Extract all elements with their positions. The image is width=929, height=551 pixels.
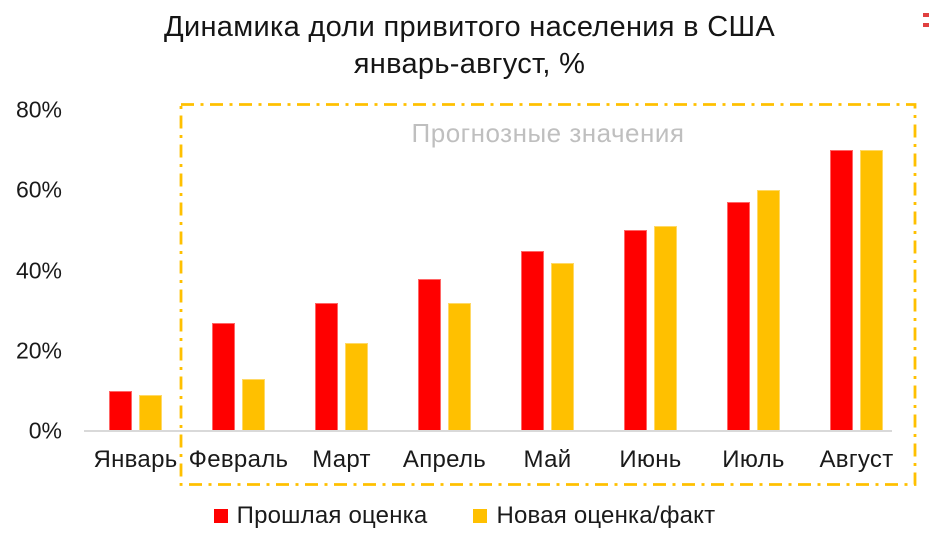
bar-group-Август xyxy=(805,102,908,431)
legend: Прошлая оценка Новая оценка/факт xyxy=(0,501,929,531)
bar-past-estimate-Апрель xyxy=(418,279,441,431)
legend-item-past-estimate: Прошлая оценка xyxy=(213,502,428,530)
x-label-Июль: Июль xyxy=(722,446,785,473)
legend-label-past-estimate: Прошлая оценка xyxy=(236,502,428,529)
bar-group-Июль xyxy=(702,102,805,431)
bar-new-estimate-Апрель xyxy=(448,303,471,431)
bar-past-estimate-Июль xyxy=(727,202,750,431)
bar-past-estimate-Январь xyxy=(109,391,132,431)
bar-group-Февраль xyxy=(187,102,290,431)
x-label-Июнь: Июнь xyxy=(619,446,682,473)
bar-group-Январь xyxy=(84,102,187,431)
legend-swatch-past-estimate xyxy=(213,509,228,523)
bar-group-Апрель xyxy=(393,102,496,431)
x-axis-line xyxy=(84,430,892,432)
plot-area xyxy=(84,102,908,431)
x-label-Август: Август xyxy=(819,446,894,473)
bar-new-estimate-Февраль xyxy=(242,379,265,431)
bar-group-Март xyxy=(290,102,393,431)
clipped-red-mark-bottom xyxy=(923,23,929,27)
bar-new-estimate-Июль xyxy=(757,190,780,431)
bar-group-Май xyxy=(496,102,599,431)
y-tick-0: 0% xyxy=(28,417,62,444)
forecast-annotation: Прогнозные значения xyxy=(411,118,685,148)
x-label-Февраль: Февраль xyxy=(188,446,289,473)
clipped-red-mark-top xyxy=(923,13,929,17)
x-label-Апрель: Апрель xyxy=(402,446,487,473)
x-label-Март: Март xyxy=(312,446,371,473)
y-tick-40: 40% xyxy=(15,257,62,284)
x-label-Май: Май xyxy=(523,446,572,473)
bar-new-estimate-Июнь xyxy=(654,226,677,431)
bar-past-estimate-Март xyxy=(315,303,338,431)
bar-past-estimate-Май xyxy=(521,251,544,431)
chart-title-line2: январь-август, % xyxy=(353,48,586,80)
bar-group-Июнь xyxy=(599,102,702,431)
bar-past-estimate-Февраль xyxy=(212,323,235,431)
y-tick-60: 60% xyxy=(15,176,62,203)
chart-title: Динамика доли привитого населения в США … xyxy=(5,9,929,83)
bar-new-estimate-Май xyxy=(551,263,574,431)
legend-label-new-estimate: Новая оценка/факт xyxy=(496,502,716,529)
legend-item-new-estimate: Новая оценка/факт xyxy=(473,502,715,530)
bar-new-estimate-Март xyxy=(345,343,368,431)
bar-past-estimate-Июнь xyxy=(624,230,647,431)
y-tick-80: 80% xyxy=(15,96,62,123)
x-axis-labels: Январь Февраль Март Апрель Май Июнь Июль Август xyxy=(84,444,908,476)
bar-new-estimate-Январь xyxy=(139,395,162,431)
bar-past-estimate-Август xyxy=(830,150,853,431)
y-tick-20: 20% xyxy=(15,337,62,364)
legend-swatch-new-estimate xyxy=(473,509,488,523)
bar-new-estimate-Август xyxy=(860,150,883,431)
chart-title-line1: Динамика доли привитого населения в США xyxy=(164,11,775,43)
x-label-Январь: Январь xyxy=(93,446,178,473)
